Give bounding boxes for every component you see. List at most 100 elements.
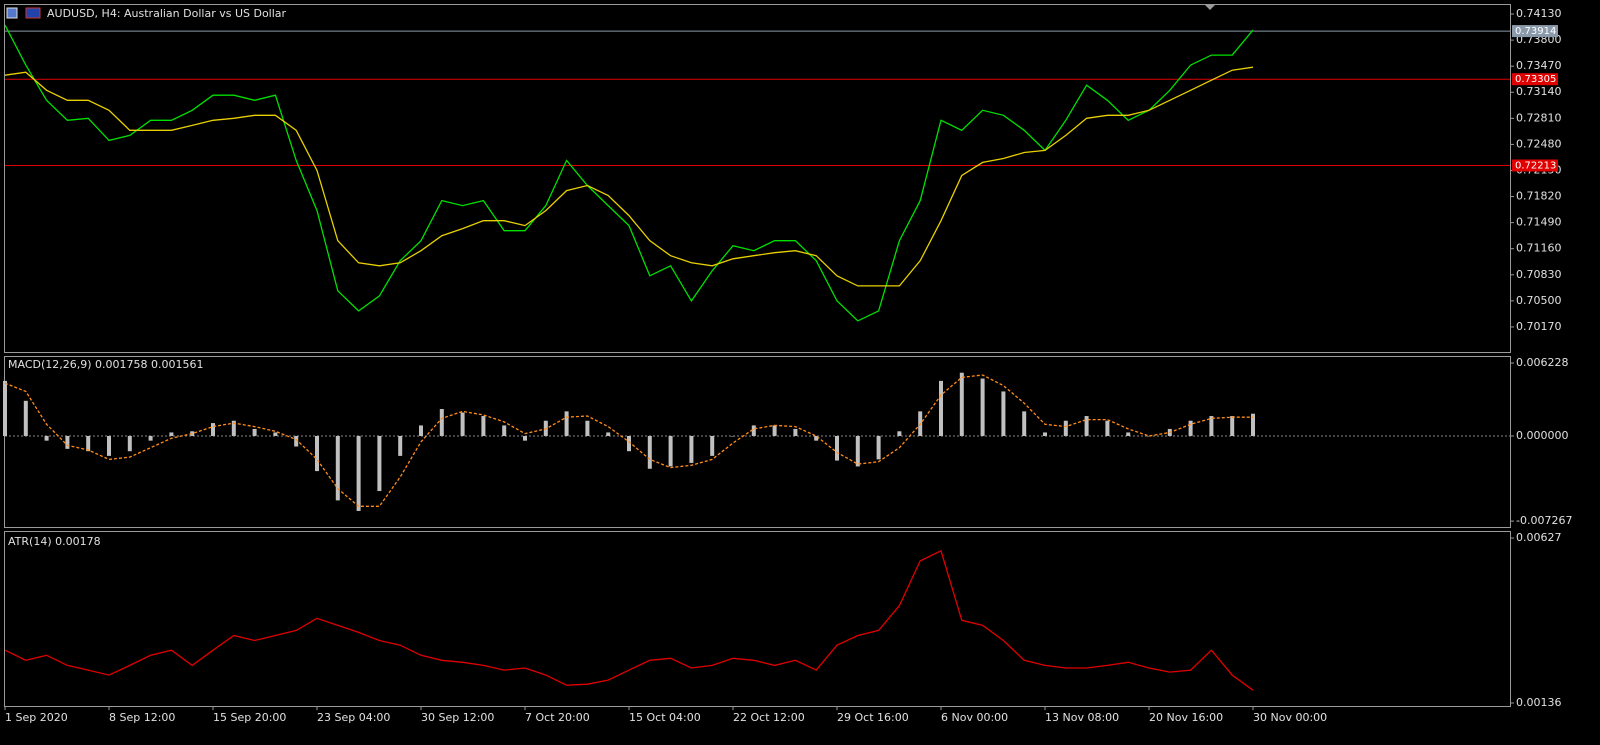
histogram-bar — [44, 435, 49, 441]
histogram-bar — [315, 435, 319, 472]
histogram-bar — [1209, 416, 1214, 436]
histogram-bar — [731, 435, 735, 437]
macd-title: MACD(12,26,9) 0.001758 0.001561 — [8, 358, 204, 371]
histogram-bar — [398, 435, 403, 456]
x-tick-label: 1 Sep 2020 — [5, 711, 68, 724]
y-tick-label: 0.71490 — [1516, 216, 1562, 229]
histogram-bar — [814, 435, 819, 441]
symbol-icon[interactable] — [6, 7, 18, 19]
price-level-label: 0.73305 — [1515, 74, 1556, 85]
histogram-bar — [356, 435, 361, 511]
y-tick-label: 0.006228 — [1516, 356, 1569, 369]
x-tick-label: 30 Nov 00:00 — [1253, 711, 1327, 724]
atr-title: ATR(14) 0.00178 — [8, 535, 101, 548]
series-line — [4, 66, 1254, 287]
x-tick-label: 20 Nov 16:00 — [1149, 711, 1223, 724]
x-tick-label: 30 Sep 12:00 — [421, 711, 494, 724]
y-tick-label: 0.74130 — [1516, 7, 1562, 20]
histogram-bar — [1147, 435, 1151, 437]
histogram-bar — [86, 435, 91, 452]
y-tick-label: 0.00627 — [1516, 531, 1562, 544]
price-level-label: 0.72213 — [1515, 161, 1556, 172]
y-tick-label: 0.00136 — [1516, 696, 1562, 709]
histogram-bar — [294, 435, 299, 447]
price-level-box — [1512, 159, 1558, 172]
histogram-bar — [1188, 420, 1193, 436]
histogram-bar — [23, 400, 28, 436]
histogram-bar — [835, 435, 839, 461]
histogram-bar — [481, 416, 486, 436]
histogram-bar — [1105, 420, 1110, 436]
y-tick-label: 0.72810 — [1516, 111, 1562, 124]
signal-line — [4, 374, 1253, 507]
histogram-bar — [1084, 416, 1089, 436]
histogram-bar — [897, 431, 902, 436]
y-tick-label: 0.71160 — [1516, 242, 1562, 255]
histogram-bar — [523, 435, 527, 441]
x-tick-label: 7 Oct 20:00 — [525, 711, 590, 724]
histogram-bar — [252, 428, 257, 436]
y-tick-label: 0.70830 — [1516, 268, 1562, 281]
histogram-bar — [1251, 413, 1255, 436]
histogram-bar — [772, 425, 777, 436]
y-tick-label: 0.73140 — [1516, 85, 1562, 98]
histogram-bar — [585, 420, 590, 436]
histogram-bar — [689, 435, 694, 463]
histogram-bar — [627, 435, 631, 452]
histogram-bar — [460, 412, 465, 436]
histogram-bar — [980, 378, 985, 436]
x-tick-label: 22 Oct 12:00 — [733, 711, 805, 724]
series-line — [4, 549, 1254, 691]
histogram-bar — [1126, 432, 1131, 436]
histogram-bar — [1043, 432, 1047, 436]
atr-panel-frame — [4, 531, 1511, 707]
histogram-bar — [606, 432, 611, 436]
histogram-bar — [939, 380, 943, 436]
price-level-box — [1512, 73, 1558, 86]
histogram-bar — [959, 372, 964, 436]
histogram-bar — [710, 435, 715, 456]
histogram-bar — [502, 425, 507, 436]
y-tick-label: -0.007267 — [1516, 514, 1572, 527]
histogram-bar — [335, 435, 340, 501]
histogram-bar — [1022, 411, 1027, 436]
shift-marker[interactable] — [1205, 5, 1215, 10]
histogram-bar — [127, 435, 132, 452]
x-tick-label: 8 Sep 12:00 — [109, 711, 175, 724]
histogram-bar — [564, 411, 569, 436]
histogram-bar — [439, 409, 444, 436]
histogram-bar — [169, 432, 174, 436]
x-tick-label: 6 Nov 00:00 — [941, 711, 1008, 724]
histogram-bar — [65, 435, 70, 449]
y-tick-label: 0.73470 — [1516, 59, 1562, 72]
x-tick-label: 15 Sep 20:00 — [213, 711, 286, 724]
histogram-bar — [3, 380, 7, 436]
histogram-bar — [419, 425, 423, 436]
histogram-bar — [647, 435, 652, 469]
y-tick-label: 0.70500 — [1516, 294, 1562, 307]
histogram-bar — [107, 435, 111, 456]
x-tick-label: 23 Sep 04:00 — [317, 711, 390, 724]
y-tick-label: 0.70170 — [1516, 320, 1562, 333]
x-tick-label: 13 Nov 08:00 — [1045, 711, 1119, 724]
histogram-bar — [1230, 416, 1235, 436]
histogram-bar — [273, 432, 278, 436]
histogram-bar — [377, 435, 382, 492]
histogram-bar — [1063, 420, 1068, 436]
histogram-bar — [751, 425, 756, 436]
y-tick-label: 0.72480 — [1516, 137, 1562, 150]
histogram-bar — [876, 435, 881, 460]
histogram-bar — [668, 435, 673, 467]
macd-panel-frame — [4, 356, 1511, 528]
y-tick-label: 0.71820 — [1516, 190, 1562, 203]
histogram-bar — [148, 435, 153, 441]
histogram-bar — [211, 423, 215, 436]
histogram-bar — [855, 435, 860, 467]
price-level-box — [1512, 25, 1558, 38]
chart-title: AUDUSD, H4: Australian Dollar vs US Doll… — [47, 7, 287, 20]
histogram-bar — [231, 420, 236, 436]
x-tick-label: 15 Oct 04:00 — [629, 711, 701, 724]
x-tick-label: 29 Oct 16:00 — [837, 711, 909, 724]
